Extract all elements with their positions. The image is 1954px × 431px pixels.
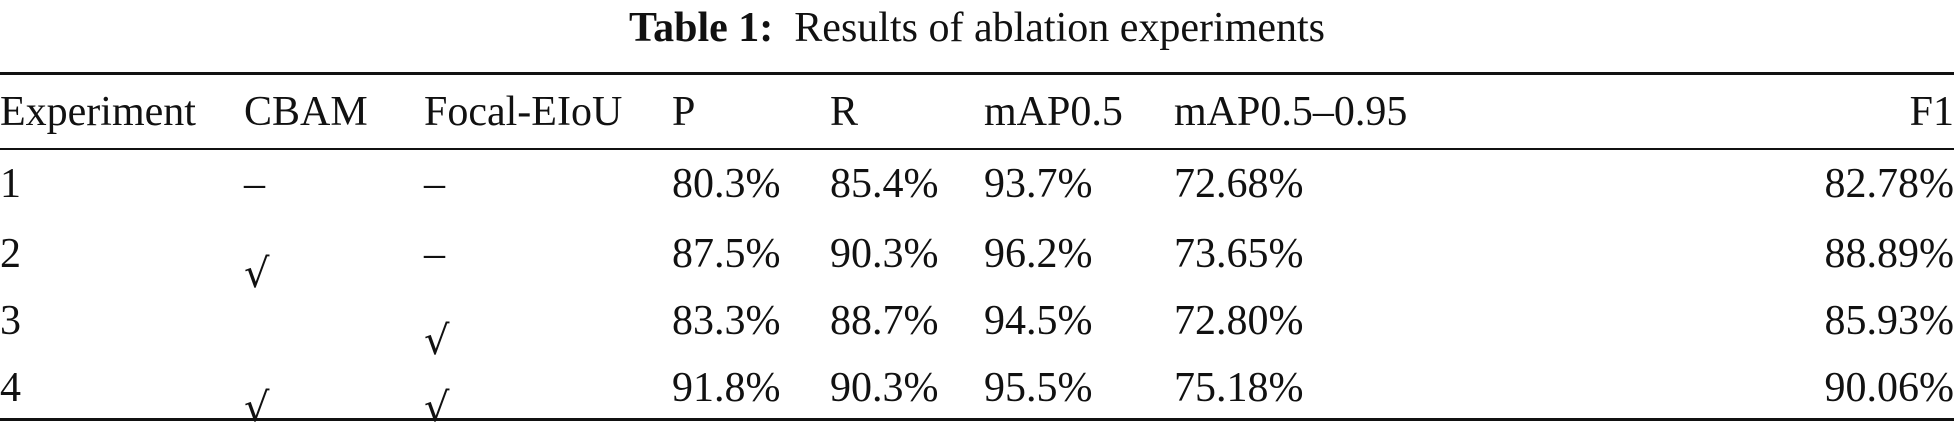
cell-focal-eiou: –: [424, 161, 445, 207]
table-top-rule: [0, 72, 1954, 75]
cell-map50-95: 73.65%: [1174, 230, 1304, 277]
results-table: Experiment CBAM Focal-EIoU P R mAP0.5 mA…: [0, 75, 1954, 431]
table-row: 4 √ √ 91.8% 90.3% 95.5% 75.18% 90.06%: [0, 354, 1954, 431]
cell-map50-95: 75.18%: [1174, 364, 1304, 411]
checkmark-icon: √: [244, 384, 270, 431]
cell-r: 90.3%: [830, 230, 939, 277]
cell-experiment: 3: [0, 297, 21, 344]
cell-f1: 88.89%: [1824, 230, 1954, 277]
table-caption-label: Table 1:: [628, 5, 774, 51]
checkmark-icon: √: [424, 317, 450, 364]
cell-r: 88.7%: [830, 297, 939, 344]
table-header-row: Experiment CBAM Focal-EIoU P R mAP0.5 mA…: [0, 75, 1954, 148]
header-focal-eiou: Focal-EIoU: [424, 88, 623, 135]
cell-cbam: –: [244, 161, 265, 207]
table-bottom-rule: [0, 418, 1954, 421]
cell-focal-eiou: √: [424, 354, 672, 431]
cell-f1: 90.06%: [1824, 364, 1954, 411]
table-header-rule: [0, 148, 1954, 150]
cell-cbam: [244, 287, 424, 354]
cell-r: 85.4%: [830, 161, 939, 207]
cell-p: 80.3%: [672, 161, 781, 207]
table-row: 1 – – 80.3% 85.4% 93.7% 72.68% 82.78%: [0, 148, 1954, 220]
header-experiment: Experiment: [0, 88, 196, 135]
table-caption: Table 1: Results of ablation experiments: [0, 2, 1954, 54]
cell-cbam: √: [244, 220, 424, 297]
cell-f1: 85.93%: [1824, 297, 1954, 344]
header-r: R: [830, 88, 859, 135]
table-caption-text: Results of ablation experiments: [794, 5, 1326, 51]
cell-map50: 93.7%: [984, 161, 1093, 207]
header-map50-95: mAP0.5–0.95: [1174, 88, 1408, 135]
table-row: 2 √ – 87.5% 90.3% 96.2% 73.65% 88.89%: [0, 220, 1954, 297]
cell-experiment: 4: [0, 364, 21, 411]
table-row: 3 √ 83.3% 88.7% 94.5% 72.80% 85.93%: [0, 287, 1954, 364]
cell-p: 83.3%: [672, 297, 781, 344]
cell-map50-95: 72.68%: [1174, 161, 1304, 207]
cell-p: 91.8%: [672, 364, 781, 411]
cell-experiment: 2: [0, 230, 21, 277]
cell-map50: 96.2%: [984, 230, 1093, 277]
checkmark-icon: √: [424, 384, 450, 431]
cell-p: 87.5%: [672, 230, 781, 277]
checkmark-icon: √: [244, 250, 270, 297]
header-cbam: CBAM: [244, 88, 368, 135]
header-map50: mAP0.5: [984, 88, 1123, 135]
cell-cbam: √: [244, 354, 424, 431]
cell-focal-eiou: –: [424, 230, 445, 277]
cell-map50: 94.5%: [984, 297, 1093, 344]
cell-experiment: 1: [0, 161, 21, 207]
cell-map50-95: 72.80%: [1174, 297, 1304, 344]
header-p: P: [672, 88, 696, 135]
header-f1: F1: [1909, 88, 1954, 135]
cell-map50: 95.5%: [984, 364, 1093, 411]
cell-r: 90.3%: [830, 364, 939, 411]
cell-f1: 82.78%: [1824, 161, 1954, 207]
cell-focal-eiou: √: [424, 287, 672, 364]
